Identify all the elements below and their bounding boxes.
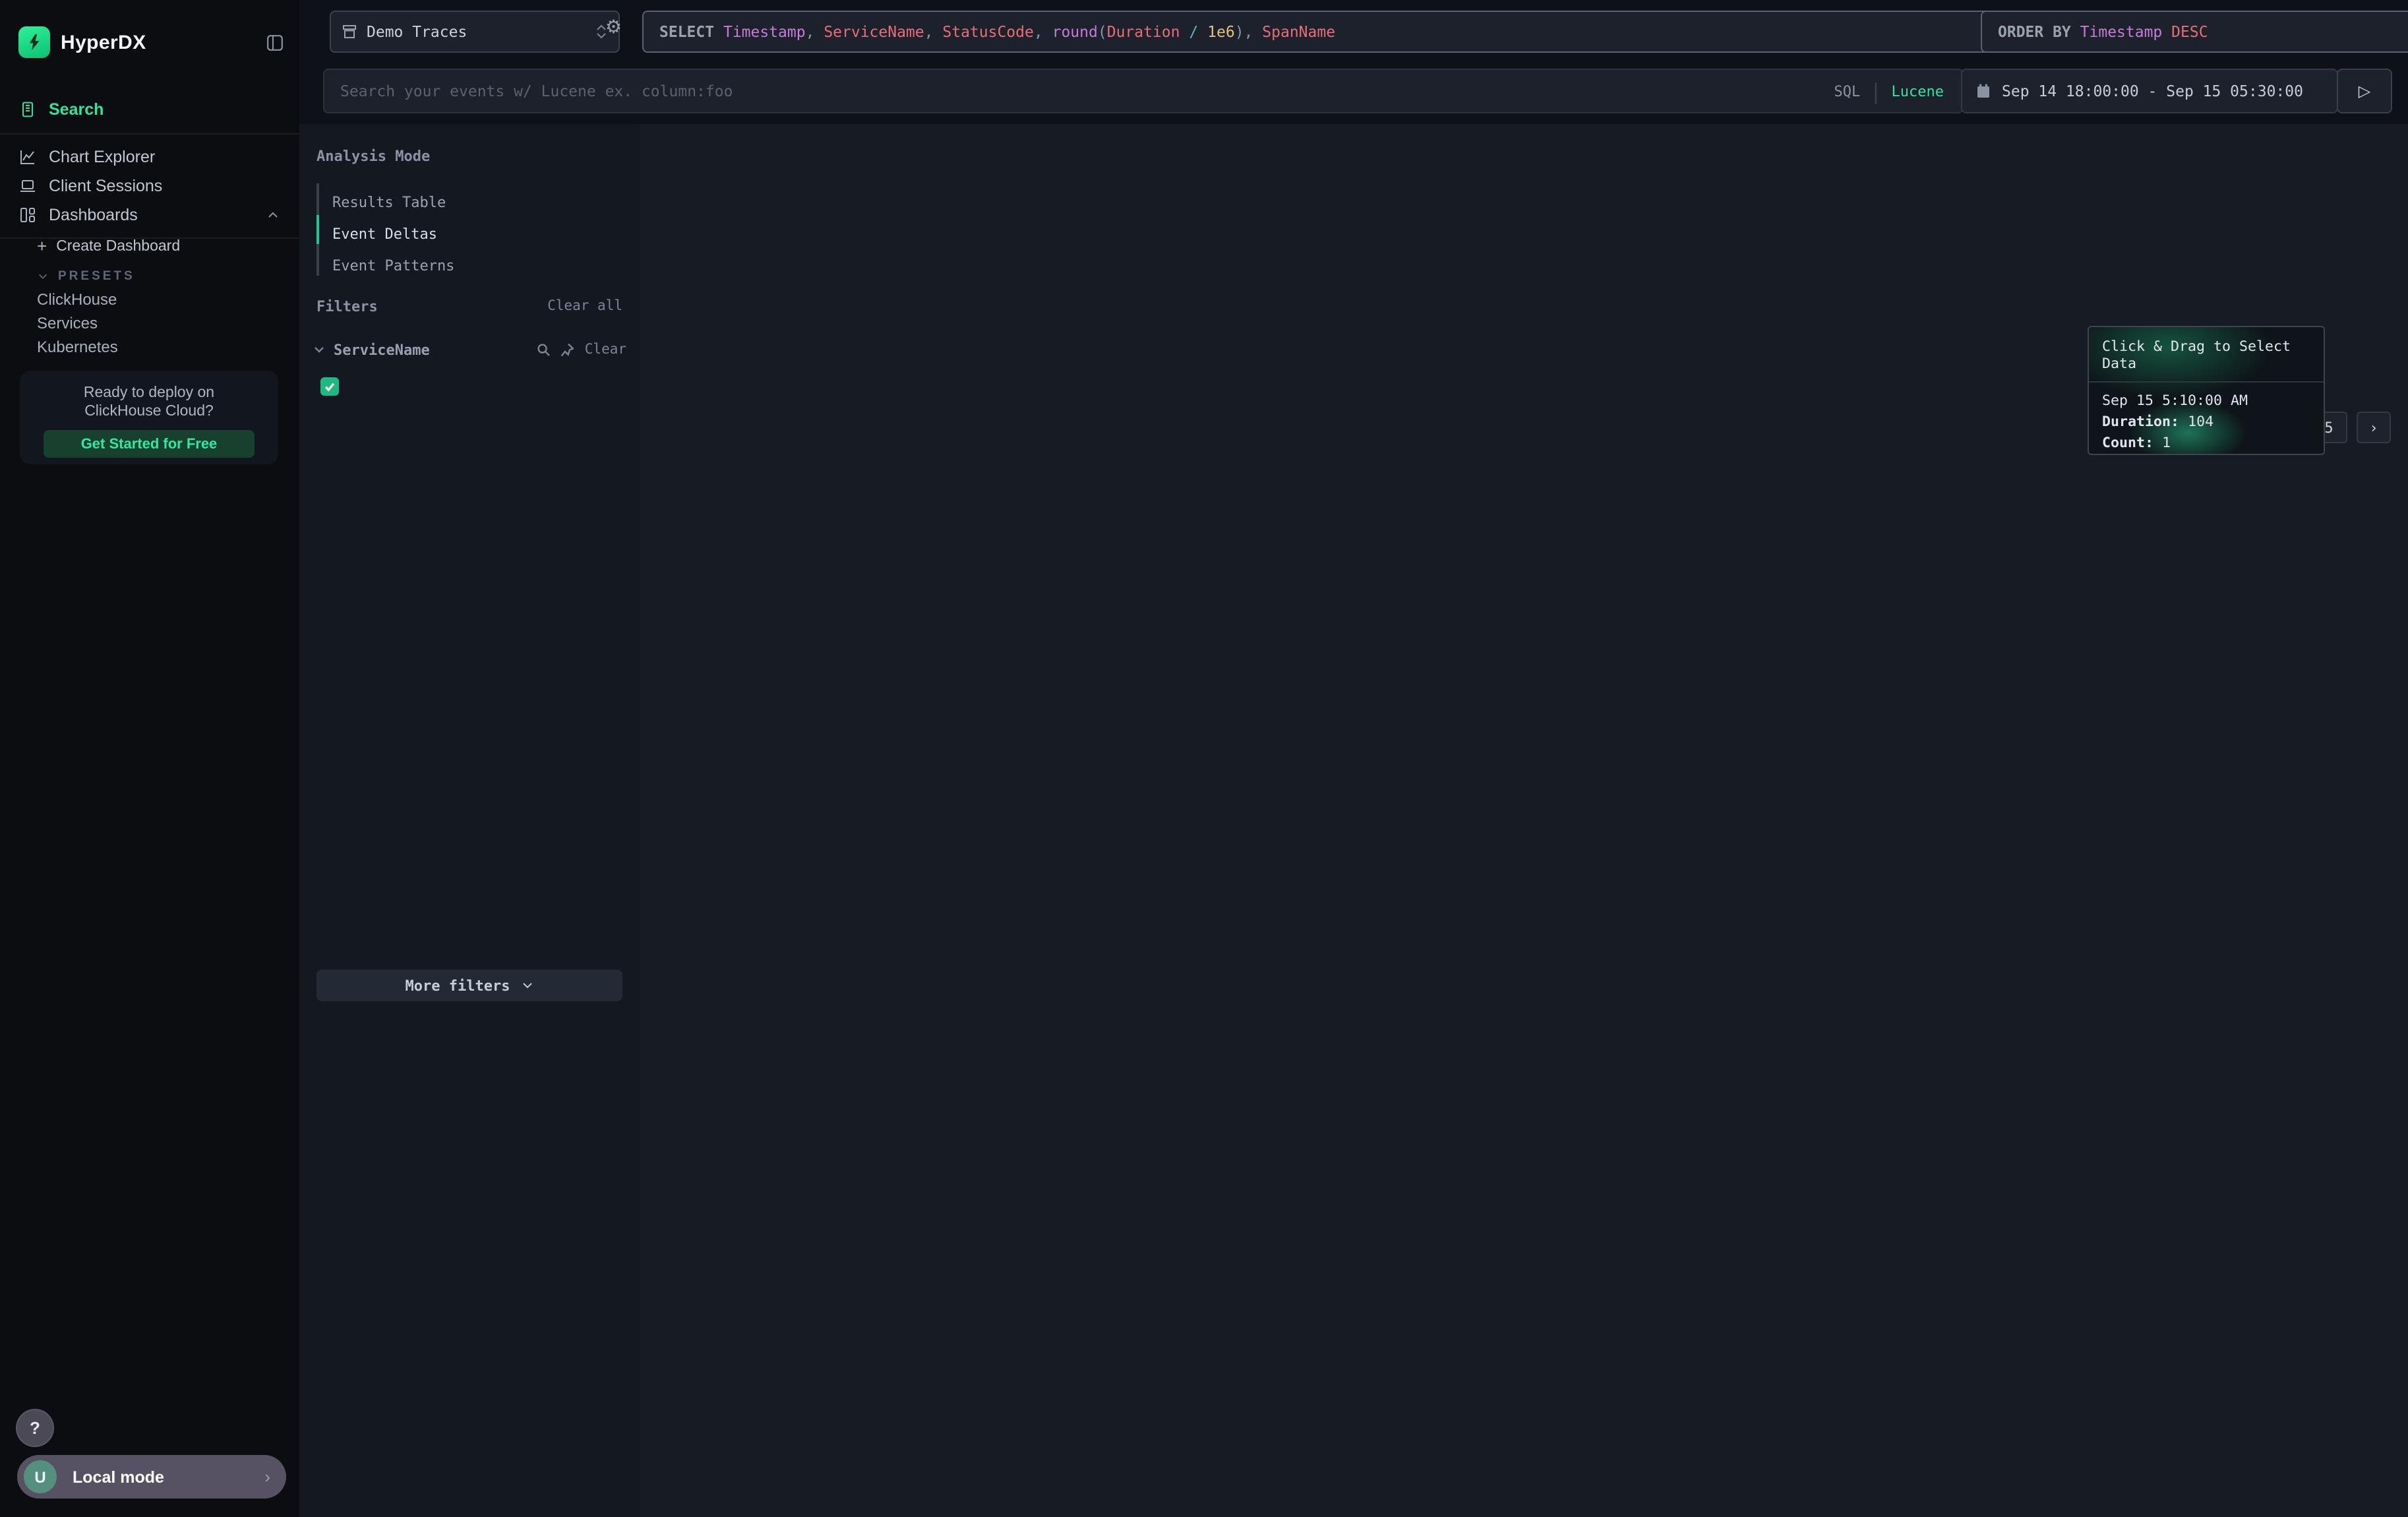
create-dashboard-label: Create Dashboard [56,238,181,254]
calendar-icon [1977,84,1989,98]
sidebar-item-client-sessions[interactable]: Client Sessions [0,171,299,201]
more-filters-label: More filters [405,977,510,994]
promo-text: Ready to deploy on [83,385,215,401]
chevron-right-icon: › [2369,419,2378,436]
local-mode-menu[interactable]: U Local mode › [17,1455,286,1499]
search-input[interactable] [338,80,1834,102]
chevron-down-icon [38,274,47,279]
chevron-down-icon [315,347,324,353]
sidebar-item-label: Client Sessions [49,177,163,195]
filter-group-name: ServiceName [334,341,430,358]
analysis-mode-event-patterns[interactable]: Event Patterns [332,257,455,274]
preset-list: ClickHouse Services Kubernetes [0,288,299,359]
tooltip-header: Click & Drag to Select Data [2089,327,2324,383]
analysis-mode-rail [316,183,319,276]
dashboards-submenu: + Create Dashboard PRESETS ClickHouse Ser… [0,235,299,359]
mode-toggle-divider: | [1869,78,1882,104]
time-range-value: Sep 14 18:00:00 - Sep 15 05:30:00 [2002,82,2303,100]
hyperdx-logo-icon [18,26,50,58]
filter-option-payment[interactable] [320,375,629,397]
tooltip-count-value: 1 [2162,434,2171,451]
more-filters-button[interactable]: More filters [316,970,622,1001]
checkbox-checked[interactable] [320,377,339,395]
sidebar-item-chart-explorer[interactable]: Chart Explorer [0,142,299,171]
analysis-mode-title: Analysis Mode [316,148,431,165]
table-source-icon [343,25,356,38]
chevron-down-icon [522,983,532,989]
sidebar-item-services[interactable]: Services [37,314,98,332]
run-query-button[interactable]: ▷ [2337,69,2392,113]
promo-text: ClickHouse Cloud? [84,404,214,419]
results-area: Click & Drag to Select Data Sep 15 5:10:… [640,124,2408,1517]
dashboard-grid-icon [20,208,35,222]
presets-label: PRESETS [58,269,135,284]
analysis-mode-results-table[interactable]: Results Table [332,193,446,210]
gear-icon[interactable]: ⚙ [605,18,622,38]
tooltip-time: Sep 15 5:10:00 AM [2102,392,2248,409]
sidebar-item-label: Chart Explorer [49,148,156,166]
clear-all-filters-button[interactable]: Clear all [547,298,622,314]
play-icon: ▷ [2358,81,2371,100]
source-select[interactable]: Demo Traces [330,11,620,53]
sidebar-item-dashboards[interactable]: Dashboards [0,201,299,230]
chart-line-icon [20,150,34,164]
analysis-mode-event-deltas[interactable]: Event Deltas [332,225,437,242]
clickhouse-cloud-promo-card: Ready to deploy on ClickHouse Cloud? Get… [20,371,278,464]
presets-toggle[interactable]: PRESETS [0,265,299,288]
search-icon[interactable] [537,343,551,356]
filters-panel: Analysis Mode Results Table Event Deltas E… [299,124,641,1517]
chevron-right-icon: › [264,1467,270,1487]
local-mode-label: Local mode [73,1468,164,1486]
order-by-editor[interactable]: ORDER BY Timestamp DESC [1981,11,2408,53]
tooltip-duration-label: Duration: [2102,413,2180,430]
sidebar-item-search[interactable]: Search [0,95,299,124]
tooltip-duration-value: 104 [2188,413,2214,430]
chart-tooltip: Click & Drag to Select Data Sep 15 5:10:… [2088,326,2325,455]
mode-toggle-lucene[interactable]: Lucene [1891,82,1944,100]
sql-select-editor[interactable]: SELECT Timestamp, ServiceName, StatusCod… [642,11,1998,53]
help-button[interactable]: ? [16,1409,54,1447]
pin-icon[interactable] [561,343,574,356]
chevron-up-icon [266,208,280,222]
search-bar: SQL | Lucene [323,69,1964,113]
sidebar-item-kubernetes[interactable]: Kubernetes [37,338,118,356]
select-updown-icon [595,24,608,40]
sidebar-item-label: Dashboards [49,206,138,224]
mode-toggle-sql[interactable]: SQL [1834,82,1861,100]
plus-icon: + [37,236,47,256]
source-select-value: Demo Traces [367,22,467,41]
sidebar-nav-group: Chart Explorer Client Sessions Dashboard… [0,133,299,239]
app-title: HyperDX [61,31,146,53]
clear-filter-button[interactable]: Clear [584,342,626,357]
sidebar: HyperDX Search Chart Explorer Client Ses… [0,0,301,1517]
filters-title: Filters [316,298,378,315]
next-page-button[interactable]: › [2357,412,2391,443]
avatar: U [24,1460,57,1493]
sidebar-item-label: Search [49,100,104,119]
get-started-button[interactable]: Get Started for Free [44,430,255,458]
journal-icon [22,102,33,117]
create-dashboard-button[interactable]: + Create Dashboard [0,235,299,257]
logo-row: HyperDX [18,24,284,61]
filter-group-servicename[interactable]: ServiceName Clear [313,338,626,361]
time-range-picker[interactable]: Sep 14 18:00:00 - Sep 15 05:30:00 [1961,69,2338,113]
sidebar-collapse-icon[interactable] [266,34,284,51]
laptop-icon [20,180,35,192]
sidebar-item-clickhouse[interactable]: ClickHouse [37,290,117,309]
tooltip-count-label: Count: [2102,434,2154,451]
top-query-bar: Demo Traces ⚙ SELECT Timestamp, ServiceN… [299,0,2408,124]
